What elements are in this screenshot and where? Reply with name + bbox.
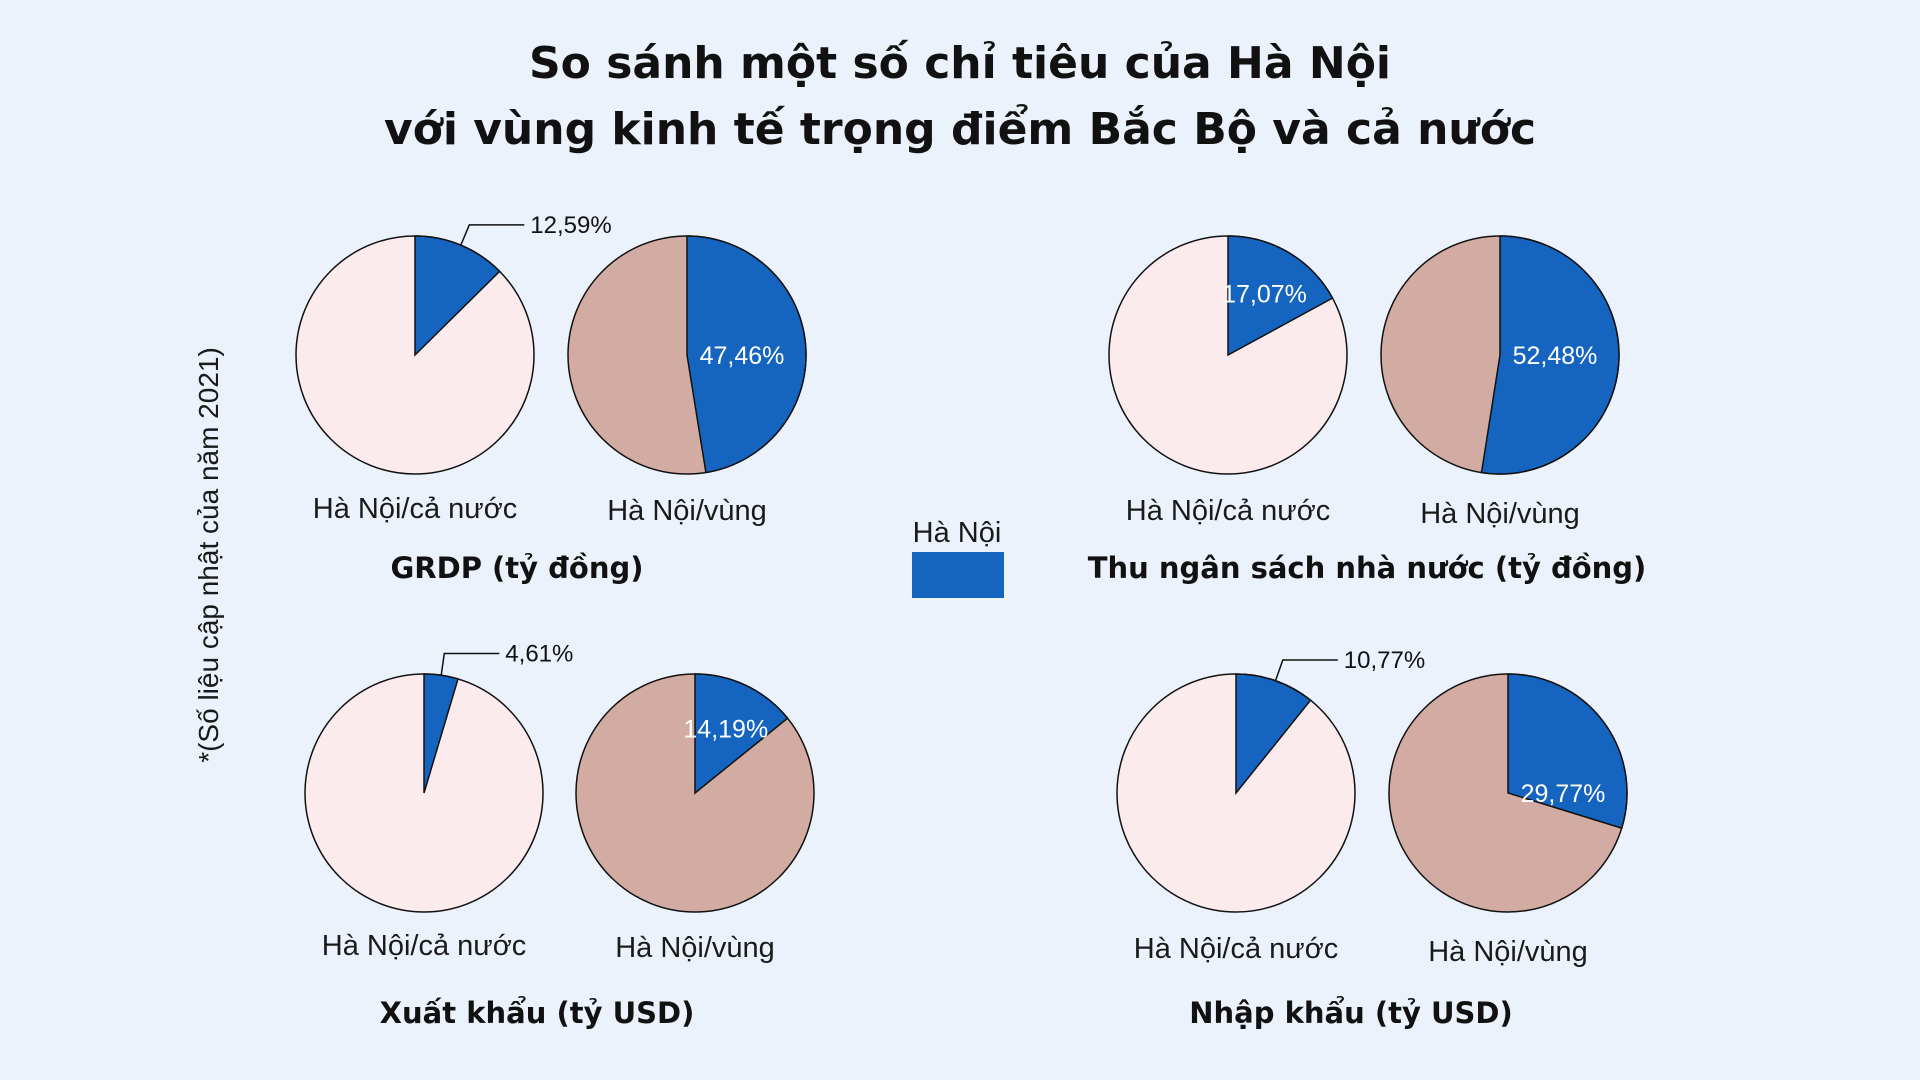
pie-leader-line (1274, 659, 1338, 681)
legend-label: Hà Nội (913, 517, 1002, 549)
pie-slice-ha-noi (694, 673, 789, 795)
pie-group-1: 12,59% Hà Nội/cả nước 47,46% Hà Nội/vùng GRD… (295, 212, 807, 585)
pie-value-label: 52,48% (1513, 342, 1598, 370)
pie-group-3: 4,61% Hà Nội/cả nước 14,19% Hà Nội/vùng Xuất… (304, 641, 815, 1030)
pie-caption: Hà Nội/cả nước (322, 930, 526, 962)
pies-layer: 12,59% Hà Nội/cả nước 47,46% Hà Nội/vùng GRD… (295, 212, 1647, 1030)
data-year-note: *(Số liệu cập nhật của năm 2021) (193, 347, 224, 763)
pie-caption: Hà Nội/vùng (1428, 936, 1588, 968)
pie-caption: Hà Nội/cả nước (313, 493, 517, 525)
pie-value-label: 29,77% (1521, 780, 1606, 808)
pie-slice-ha-noi (1480, 235, 1620, 475)
pie-slice-ha-noi (1507, 673, 1628, 830)
pie-leader-line (460, 224, 525, 246)
pie-group-4: 10,77% Hà Nội/cả nước 29,77% Hà Nội/vùng Nhậ… (1116, 647, 1628, 1030)
pie-caption: Hà Nội/cả nước (1134, 933, 1338, 965)
pie-value-label: 12,59% (530, 212, 611, 239)
pie-value-label: 10,77% (1344, 647, 1425, 674)
pie-slice-ha-noi (686, 235, 807, 474)
legend-swatch (912, 552, 1004, 598)
pie-value-label: 14,19% (683, 716, 768, 744)
chart-group-title: Xuất khẩu (tỷ USD) (380, 996, 695, 1030)
pie-slice-ha-noi (414, 235, 501, 357)
page-title-line-1: So sánh một số chỉ tiêu của Hà Nội (529, 38, 1391, 89)
pie-leader-line (440, 652, 500, 676)
pie-slice-ha-noi (423, 673, 459, 794)
page-title-line-2: với vùng kinh tế trọng điểm Bắc Bộ và cả… (384, 103, 1536, 155)
pie-caption: Hà Nội/vùng (1420, 498, 1580, 530)
pie-group-2: 17,07% Hà Nội/cả nước 52,48% Hà Nội/vùng Thu… (1088, 235, 1647, 585)
pie-value-label: 4,61% (505, 641, 573, 668)
pie-caption: Hà Nội/cả nước (1126, 495, 1330, 527)
chart-group-title: Nhập khẩu (tỷ USD) (1189, 996, 1512, 1030)
pie-value-label: 47,46% (700, 342, 785, 370)
chart-group-title: GRDP (tỷ đồng) (390, 551, 643, 585)
pie-slice-ha-noi (1227, 235, 1334, 357)
chart-group-title: Thu ngân sách nhà nước (tỷ đồng) (1088, 551, 1647, 585)
pie-value-label: 17,07% (1222, 281, 1307, 309)
pie-slice-ha-noi (1235, 673, 1312, 796)
pie-caption: Hà Nội/vùng (615, 932, 775, 964)
pie-caption: Hà Nội/vùng (607, 495, 767, 527)
